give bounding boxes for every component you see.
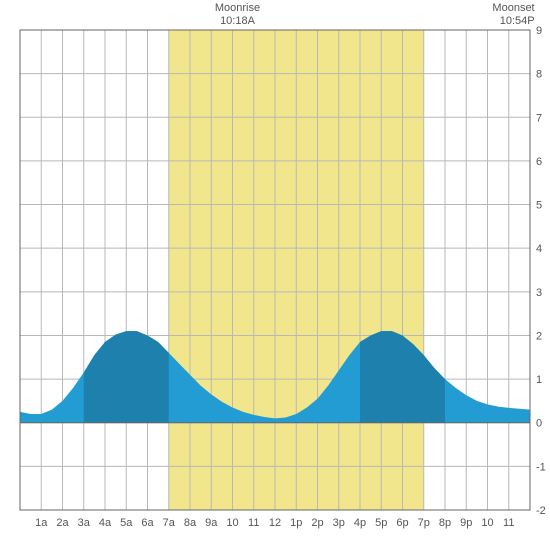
svg-text:2p: 2p <box>311 517 323 529</box>
svg-text:3p: 3p <box>333 517 345 529</box>
svg-text:8p: 8p <box>439 517 451 529</box>
svg-text:12: 12 <box>269 517 281 529</box>
svg-text:10: 10 <box>226 517 238 529</box>
svg-text:6: 6 <box>536 156 542 168</box>
svg-text:4p: 4p <box>354 517 366 529</box>
svg-text:11: 11 <box>503 517 514 529</box>
svg-text:7p: 7p <box>418 517 430 529</box>
svg-text:6a: 6a <box>141 517 154 529</box>
svg-text:8: 8 <box>536 69 542 81</box>
svg-text:1p: 1p <box>290 517 302 529</box>
svg-text:0: 0 <box>536 418 542 430</box>
svg-text:3a: 3a <box>78 517 91 529</box>
svg-text:1: 1 <box>536 374 542 386</box>
moonrise-label: Moonrise 10:18A <box>215 2 260 28</box>
moonset-label: Moonset 10:54P <box>492 2 534 28</box>
svg-text:4a: 4a <box>99 517 112 529</box>
svg-text:-1: -1 <box>536 461 546 473</box>
svg-text:2: 2 <box>536 330 542 342</box>
svg-text:2a: 2a <box>56 517 69 529</box>
svg-text:6p: 6p <box>396 517 408 529</box>
svg-text:5a: 5a <box>120 517 133 529</box>
svg-text:8a: 8a <box>184 517 197 529</box>
svg-text:7: 7 <box>536 112 542 124</box>
tide-chart: Moonrise 10:18A Moonset 10:54P -2-101234… <box>0 0 550 550</box>
svg-text:9: 9 <box>536 25 542 37</box>
chart-svg: -2-101234567891a2a3a4a5a6a7a8a9a1011121p… <box>0 0 550 550</box>
svg-text:9p: 9p <box>460 517 472 529</box>
moonrise-time: 10:18A <box>215 15 260 28</box>
svg-text:5p: 5p <box>375 517 387 529</box>
svg-text:5: 5 <box>536 200 542 212</box>
moonset-time: 10:54P <box>492 15 534 28</box>
svg-text:4: 4 <box>536 243 542 255</box>
svg-text:-2: -2 <box>536 505 546 517</box>
svg-text:11: 11 <box>248 517 259 529</box>
svg-text:7a: 7a <box>163 517 176 529</box>
svg-text:10: 10 <box>481 517 493 529</box>
svg-text:3: 3 <box>536 287 542 299</box>
svg-text:1a: 1a <box>35 517 48 529</box>
moonset-title: Moonset <box>492 2 534 15</box>
moonrise-title: Moonrise <box>215 2 260 15</box>
svg-text:9a: 9a <box>205 517 218 529</box>
